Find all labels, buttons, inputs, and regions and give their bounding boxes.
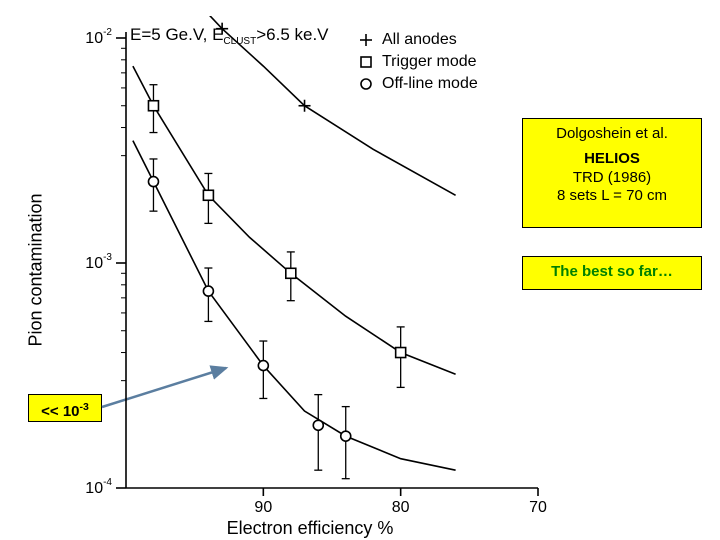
svg-text:Off-line mode: Off-line mode	[382, 75, 478, 92]
svg-text:90: 90	[254, 499, 272, 516]
svg-text:10-2: 10-2	[85, 27, 112, 47]
svg-text:10-3: 10-3	[85, 252, 112, 272]
y-axis-label: Pion contamination	[26, 193, 47, 346]
svg-text:All anodes: All anodes	[382, 31, 457, 48]
svg-text:80: 80	[392, 499, 410, 516]
stage: Pion contamination Electron efficiency %…	[0, 0, 720, 540]
svg-text:70: 70	[529, 499, 547, 516]
plot: 10-210-310-4908070E=5 Ge.V, ECLUST>6.5 k…	[62, 16, 622, 530]
svg-text:10-4: 10-4	[85, 477, 112, 497]
svg-text:Trigger mode: Trigger mode	[382, 53, 477, 70]
